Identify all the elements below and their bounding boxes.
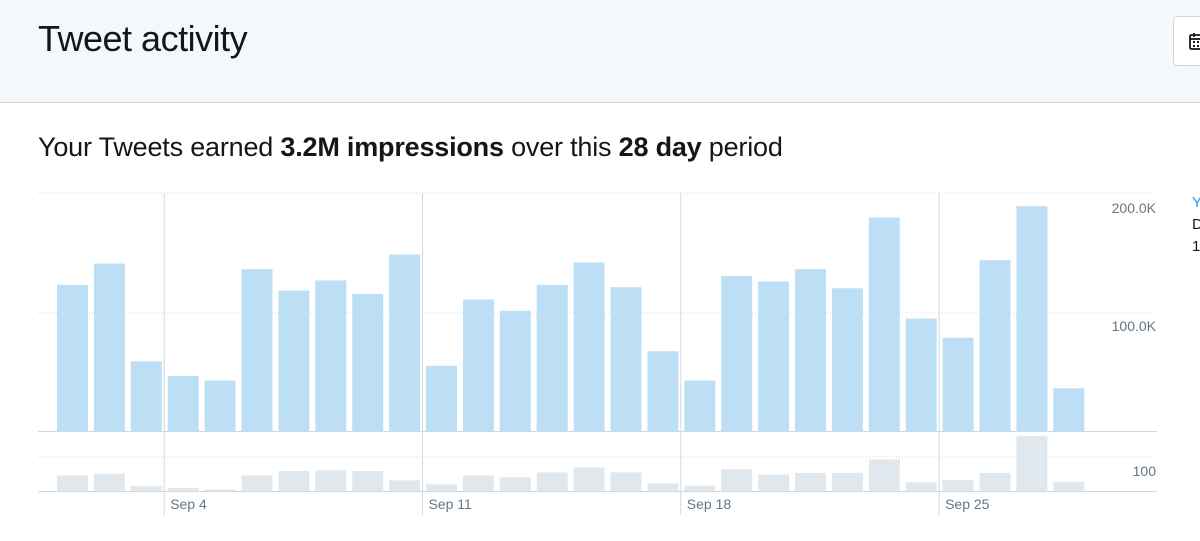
impressions-bar — [389, 254, 421, 431]
impressions-bar — [979, 260, 1011, 431]
engagements-bar — [93, 473, 125, 491]
y-tick-label: 200.0K — [1112, 200, 1157, 216]
impressions-bar — [241, 269, 273, 431]
engagements-bar — [647, 483, 679, 491]
engagements-bar — [868, 459, 900, 491]
summary-prefix: Your Tweets earned — [38, 132, 281, 162]
summary-impressions: 3.2M impressions — [280, 132, 504, 162]
engagements-bar — [979, 472, 1011, 491]
impressions-bar — [1016, 206, 1048, 431]
summary-middle: over this — [503, 132, 619, 162]
impressions-bar — [462, 299, 494, 431]
engagements-bar — [389, 480, 421, 491]
right-panel-text-3: 1 — [1192, 238, 1200, 255]
engagements-bar — [684, 485, 716, 491]
summary-suffix: period — [701, 132, 783, 162]
engagements-bar — [573, 467, 605, 491]
engagements-bar — [1016, 435, 1048, 491]
impressions-bar — [831, 288, 863, 431]
engagements-bar — [942, 479, 974, 491]
impressions-bar — [1053, 388, 1085, 431]
right-panel-text-1: Y — [1192, 194, 1200, 211]
impressions-bar — [795, 269, 826, 431]
page-title: Tweet activity — [38, 18, 248, 59]
impressions-bar — [721, 275, 753, 431]
impressions-bar — [905, 318, 937, 431]
impressions-bar — [499, 310, 531, 431]
engagements-bar — [130, 486, 162, 491]
impressions-bar — [278, 290, 310, 431]
impressions-bar — [315, 280, 347, 431]
impressions-bar — [204, 380, 236, 431]
impressions-bar — [684, 380, 716, 431]
impressions-bar — [610, 287, 642, 431]
impressions-bar — [536, 284, 568, 431]
engagements-bar — [831, 472, 863, 491]
calendar-icon — [1189, 33, 1200, 50]
impressions-bar — [93, 263, 125, 431]
engagements-bar — [167, 487, 199, 491]
right-panel-fragment: Y D 1 — [1192, 192, 1200, 258]
engagements-bar — [795, 472, 826, 491]
engagements-bar — [278, 471, 310, 491]
engagements-bar — [905, 482, 937, 491]
summary-period: 28 day — [618, 132, 702, 162]
engagements-bar — [499, 477, 531, 491]
engagements-bar — [758, 474, 790, 491]
engagements-bar — [352, 471, 384, 491]
impressions-bar — [130, 361, 162, 431]
impressions-bar — [758, 281, 790, 431]
x-tick-label: Sep 25 — [945, 496, 990, 512]
y-tick-label: 100 — [1133, 463, 1157, 479]
impressions-bar — [167, 375, 199, 431]
engagements-bar — [721, 469, 753, 491]
engagements-bar — [57, 475, 88, 491]
impressions-bar — [647, 351, 679, 431]
engagements-bar — [204, 489, 236, 491]
y-tick-label: 100.0K — [1112, 318, 1157, 334]
engagements-bar — [462, 475, 494, 491]
x-tick-label: Sep 4 — [170, 496, 207, 512]
x-tick-label: Sep 11 — [429, 496, 473, 512]
engagements-bar — [610, 472, 642, 491]
engagements-bar — [1053, 481, 1085, 491]
impressions-summary: Your Tweets earned 3.2M impressions over… — [38, 132, 783, 163]
impressions-bar — [573, 262, 605, 431]
engagements-bar — [241, 475, 273, 491]
page-header: Tweet activity — [0, 0, 1200, 103]
impressions-bar — [942, 337, 974, 431]
right-panel-text-2: D — [1192, 216, 1200, 233]
impressions-bar — [868, 217, 900, 431]
engagements-bar — [536, 472, 568, 491]
date-range-button[interactable] — [1173, 16, 1200, 66]
engagements-bar — [315, 470, 347, 491]
engagements-bar — [426, 484, 457, 491]
impressions-bar — [57, 284, 88, 431]
impressions-bar — [352, 293, 384, 431]
impressions-bar — [426, 365, 457, 431]
x-tick-label: Sep 18 — [687, 496, 732, 512]
